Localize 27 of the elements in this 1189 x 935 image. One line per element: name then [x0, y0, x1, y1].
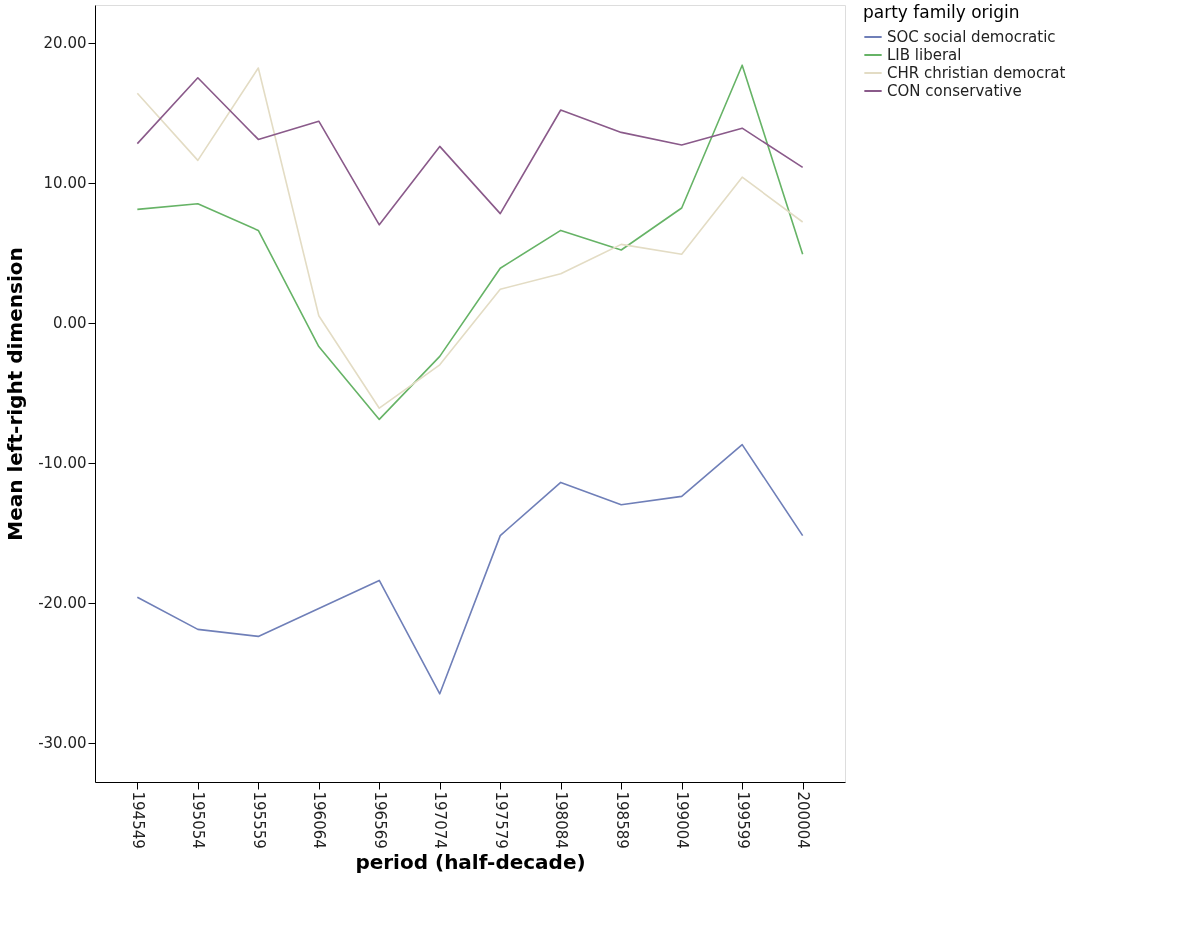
x-tick-label: 198084: [552, 791, 571, 849]
line-series: [136, 77, 804, 226]
x-tick-label: 197579: [491, 791, 510, 849]
y-tick-label: -20.00: [38, 594, 87, 613]
y-tick-label: -30.00: [38, 734, 87, 753]
x-tick-label: 200004: [794, 791, 813, 849]
x-tick-label: 197074: [431, 791, 450, 849]
legend-label: CON conservative: [887, 82, 1022, 100]
y-tick-label: -10.00: [38, 454, 87, 473]
x-tick-label: 194549: [128, 791, 147, 849]
y-tick-label: 10.00: [43, 174, 87, 193]
line-series: [136, 443, 804, 695]
x-tick-label: 198589: [612, 791, 631, 849]
y-tick-label: 20.00: [43, 34, 87, 53]
y-axis-title: Mean left-right dimension: [3, 247, 28, 541]
y-tick-label: 0.00: [53, 314, 87, 333]
x-tick-label: 196569: [370, 791, 389, 849]
x-tick-label: 195054: [189, 791, 208, 849]
x-tick-label: 199004: [673, 791, 692, 849]
x-tick-label: 195559: [249, 791, 268, 849]
x-axis-title: period (half-decade): [355, 849, 586, 874]
legend-label: LIB liberal: [887, 46, 962, 64]
legend-label: SOC social democratic: [887, 28, 1056, 46]
x-tick-label: 196064: [310, 791, 329, 849]
legend-title: party family origin: [863, 2, 1020, 22]
x-tick-label: 199599: [733, 791, 752, 849]
legend-label: CHR christian democrat: [887, 64, 1066, 82]
